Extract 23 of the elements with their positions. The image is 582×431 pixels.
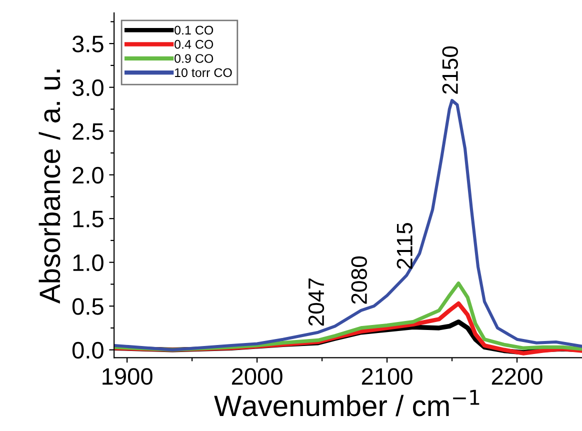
legend-label: 0.1 CO xyxy=(174,26,214,35)
annotation: 2080 xyxy=(351,256,367,304)
line-series xyxy=(114,98,582,352)
y-tick-label: 0.0 xyxy=(72,342,104,359)
x-tick-label: 2100 xyxy=(362,368,412,385)
x-tick-label: 2000 xyxy=(232,368,282,385)
y-tick-label: 2.0 xyxy=(72,166,104,184)
y-tick-label: 3.0 xyxy=(72,79,104,96)
y-axis-title: Absorbance / a. u. xyxy=(38,70,60,304)
legend-label: 0.9 CO xyxy=(174,54,214,63)
x-tick-label: 1900 xyxy=(102,368,152,385)
legend-label: 10 torr CO xyxy=(175,68,232,78)
annotation: 2047 xyxy=(308,278,324,326)
y-tick-label: 0.5 xyxy=(72,298,104,315)
annotation: 2150 xyxy=(442,46,458,94)
y-tick-label: 1.0 xyxy=(73,254,104,272)
x-axis-title: Wavenumber / cm$^{−1}$ xyxy=(214,390,480,416)
y-tick-label: 1.5 xyxy=(73,210,104,228)
annotation: 2115 xyxy=(396,223,412,269)
y-tick-label: 2.5 xyxy=(72,123,104,140)
legend-label: 0.4 CO xyxy=(174,40,214,49)
y-tick-label: 3.5 xyxy=(72,36,104,52)
x-tick-label: 2200 xyxy=(492,368,542,385)
